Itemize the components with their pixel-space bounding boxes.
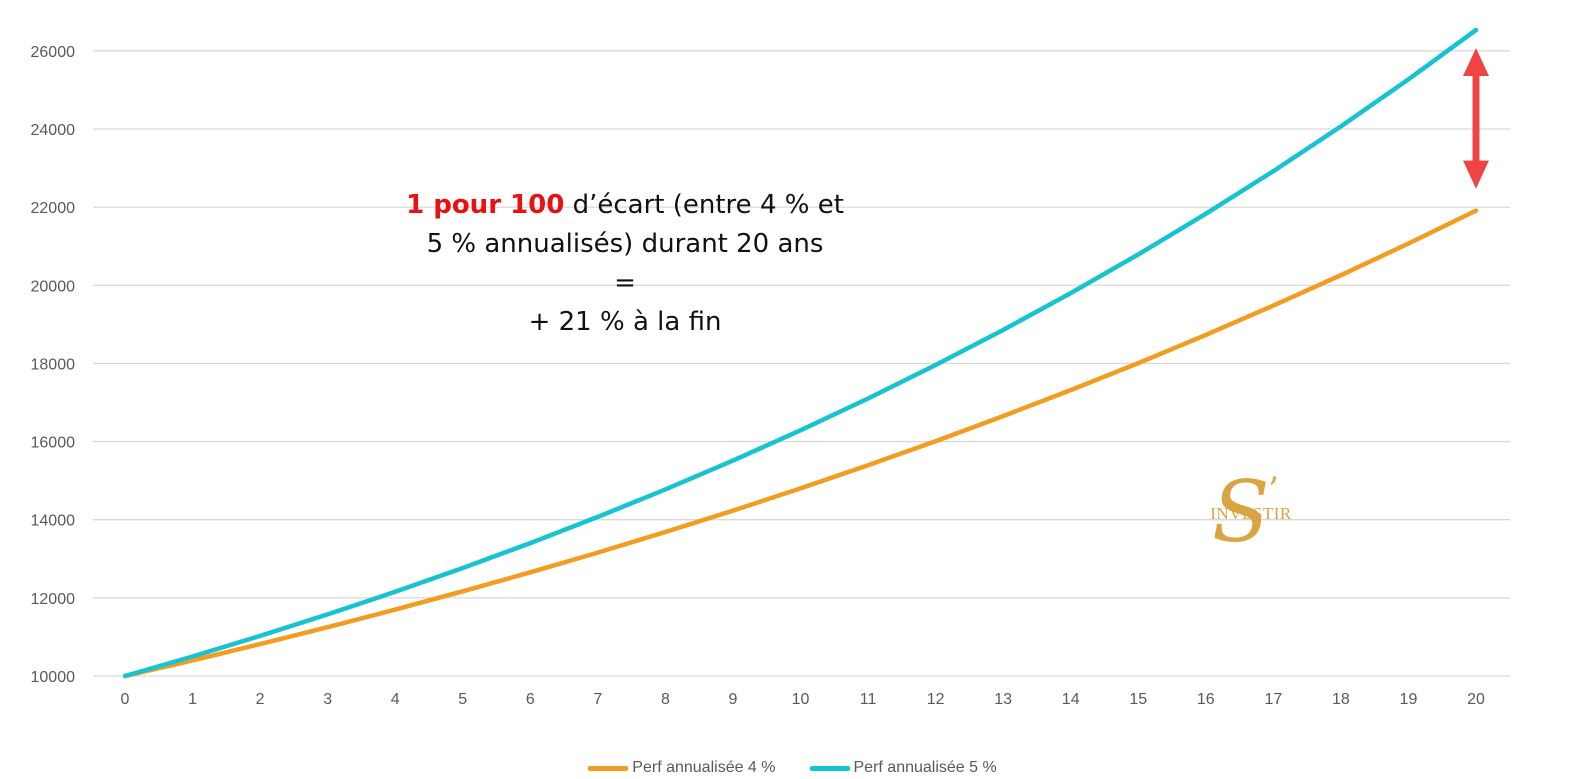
- annotation-line-3: =: [614, 268, 636, 298]
- x-tick-label: 9: [728, 691, 737, 708]
- legend: Perf annualisée 4 % Perf annualisée 5 %: [0, 757, 1585, 779]
- y-tick-label: 16000: [31, 435, 76, 452]
- x-tick-label: 19: [1400, 691, 1418, 708]
- y-tick-label: 20000: [31, 278, 76, 295]
- annotation-line-1-rest: d’écart (entre 4 % et: [564, 190, 844, 220]
- series-line-1: [122, 27, 1479, 679]
- x-tick-label: 17: [1264, 691, 1282, 708]
- x-tick-label: 7: [593, 691, 602, 708]
- difference-arrow: [1463, 48, 1489, 189]
- x-tick-label: 20: [1467, 691, 1485, 708]
- arrow-head-down: [1463, 160, 1489, 189]
- x-tick-label: 2: [256, 691, 265, 708]
- y-tick-label: 26000: [31, 44, 76, 61]
- logo-word: INVESTIR: [1210, 504, 1292, 523]
- x-tick-label: 8: [661, 691, 670, 708]
- y-axis-ticks: 10000 12000 14000 16000 18000 20000 22000 24000…: [31, 44, 76, 686]
- x-tick-label: 3: [323, 691, 332, 708]
- gridlines: [93, 50, 1510, 677]
- y-tick-label: 18000: [31, 356, 76, 373]
- x-tick-label: 4: [391, 691, 400, 708]
- x-tick-label: 6: [526, 691, 535, 708]
- logo-apostrophe: ’: [1268, 470, 1279, 510]
- x-tick-label: 16: [1197, 691, 1215, 708]
- x-tick-label: 13: [994, 691, 1012, 708]
- annotation-line-1: 1 pour 100 d’écart (entre 4 % et: [390, 186, 860, 225]
- logo-letter: S: [1212, 463, 1270, 561]
- y-tick-label: 24000: [31, 122, 76, 139]
- x-tick-label: 0: [121, 691, 130, 708]
- x-tick-label: 5: [458, 691, 467, 708]
- x-tick-label: 11: [860, 691, 877, 708]
- legend-swatch-4: [588, 765, 629, 771]
- x-tick-label: 14: [1062, 691, 1080, 708]
- annotation-line-4: + 21 % à la fin: [528, 307, 722, 337]
- series-lines: [122, 27, 1479, 679]
- y-tick-label: 12000: [31, 591, 76, 608]
- y-tick-label: 14000: [31, 513, 76, 530]
- legend-item-4: Perf annualisée 4 %: [588, 759, 776, 777]
- legend-label-4: Perf annualisée 4 %: [632, 759, 776, 776]
- legend-swatch-5: [809, 765, 850, 771]
- annotation-text: 1 pour 100 d’écart (entre 4 % et 5 % ann…: [390, 186, 860, 342]
- x-tick-label: 18: [1332, 691, 1350, 708]
- x-tick-label: 1: [188, 691, 197, 708]
- legend-item-5: Perf annualisée 5 %: [809, 759, 997, 777]
- y-tick-label: 22000: [31, 200, 76, 217]
- x-tick-label: 15: [1129, 691, 1147, 708]
- annotation-highlight: 1 pour 100: [406, 190, 565, 220]
- sinvestir-logo: S ’ INVESTIR: [1190, 464, 1312, 564]
- x-axis-ticks: 0 1 2 3 4 5 6 7 8 9 10 11 12 13 14 15 16 17 18 19 20: [121, 691, 1485, 708]
- x-tick-label: 10: [792, 691, 810, 708]
- y-tick-label: 10000: [31, 669, 76, 686]
- arrow-head-up: [1463, 48, 1489, 76]
- legend-label-5: Perf annualisée 5 %: [853, 759, 997, 776]
- x-tick-label: 12: [927, 691, 945, 708]
- series-line-0: [122, 208, 1479, 679]
- annotation-line-2: 5 % annualisés) durant 20 ans: [426, 229, 824, 259]
